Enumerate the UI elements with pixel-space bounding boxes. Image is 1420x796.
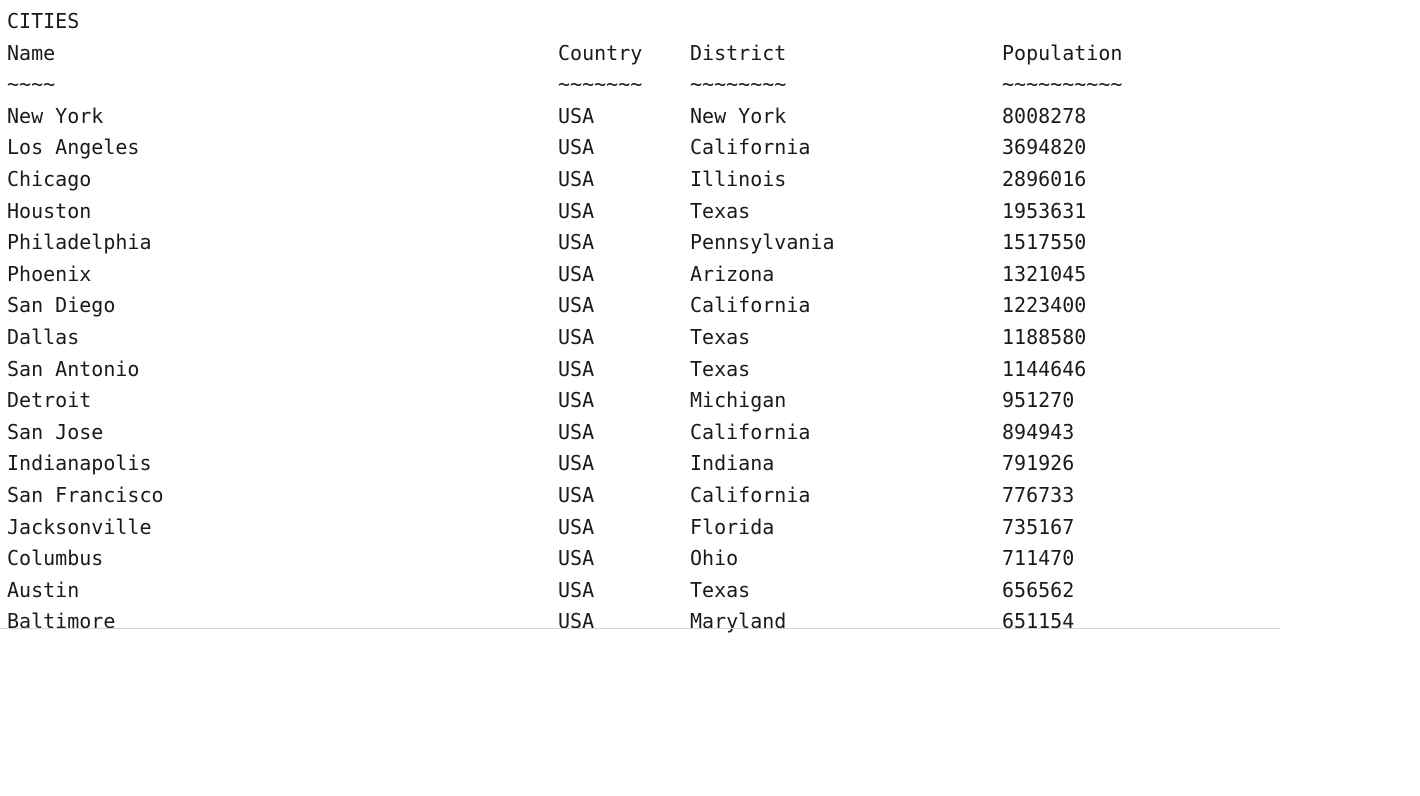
table-row: New York USA New York 8008278 [7,101,1307,133]
city-population: 791926 [1002,451,1075,476]
city-country: USA [558,419,595,444]
city-district: New York [690,103,787,128]
city-district: Indiana [690,451,775,476]
city-name: Jacksonville [7,514,152,539]
city-district: Illinois [690,166,787,191]
city-name: Philadelphia [7,230,152,255]
table-row: Baltimore USA Maryland 651154 [7,606,1307,638]
city-population: 1517550 [1002,230,1087,255]
report-title-line: CITIES [7,6,1307,38]
city-population: 711470 [1002,546,1075,571]
city-name: San Jose [7,419,104,444]
city-district: Texas [690,356,751,381]
underline-name: ~~~~ [7,72,56,97]
table-row: Detroit USA Michigan 951270 [7,385,1307,417]
city-name: Columbus [7,546,104,571]
city-district: Florida [690,514,775,539]
city-population: 1953631 [1002,198,1087,223]
city-district: Ohio [690,546,739,571]
city-name: Indianapolis [7,451,152,476]
city-country: USA [558,261,595,286]
table-row: San Diego USA California 1223400 [7,290,1307,322]
city-district: California [690,419,811,444]
city-name: Phoenix [7,261,92,286]
header-district: District [690,40,787,65]
city-name: Austin [7,577,80,602]
city-name: Houston [7,198,92,223]
city-country: USA [558,324,595,349]
city-district: Texas [690,198,751,223]
city-population: 1188580 [1002,324,1087,349]
header-name: Name [7,40,56,65]
header-population: Population [1002,40,1123,65]
city-population: 651154 [1002,609,1075,634]
city-country: USA [558,198,595,223]
table-row: Phoenix USA Arizona 1321045 [7,259,1307,291]
table-row: Indianapolis USA Indiana 791926 [7,448,1307,480]
header-country: Country [558,40,643,65]
city-district: Michigan [690,388,787,413]
city-country: USA [558,293,595,318]
city-district: California [690,135,811,160]
city-population: 8008278 [1002,103,1087,128]
city-name: San Antonio [7,356,140,381]
city-population: 776733 [1002,482,1075,507]
city-name: Dallas [7,324,80,349]
city-population: 1223400 [1002,293,1087,318]
table-row: Chicago USA Illinois 2896016 [7,164,1307,196]
city-country: USA [558,514,595,539]
city-country: USA [558,451,595,476]
city-name: Baltimore [7,609,116,634]
city-district: Pennsylvania [690,230,835,255]
city-name: Los Angeles [7,135,140,160]
report-title: CITIES [7,9,80,33]
header-underline-row: ~~~~ ~~~~~~~ ~~~~~~~~ ~~~~~~~~~~ [7,69,1307,101]
underline-population: ~~~~~~~~~~ [1002,72,1123,97]
city-name: San Francisco [7,482,164,507]
table-row: Houston USA Texas 1953631 [7,196,1307,228]
city-district: California [690,482,811,507]
city-population: 2896016 [1002,166,1087,191]
table-row: Philadelphia USA Pennsylvania 1517550 [7,227,1307,259]
underline-country: ~~~~~~~ [558,72,643,97]
header-row: Name Country District Population [7,38,1307,70]
table-row: Los Angeles USA California 3694820 [7,132,1307,164]
city-population: 735167 [1002,514,1075,539]
city-country: USA [558,609,595,634]
city-country: USA [558,135,595,160]
bottom-divider [0,628,1280,629]
table-row: Austin USA Texas 656562 [7,575,1307,607]
city-country: USA [558,166,595,191]
city-name: Chicago [7,166,92,191]
city-population: 894943 [1002,419,1075,444]
city-district: Texas [690,324,751,349]
city-country: USA [558,577,595,602]
city-country: USA [558,482,595,507]
table-row: Jacksonville USA Florida 735167 [7,512,1307,544]
table-row: San Francisco USA California 776733 [7,480,1307,512]
city-district: Arizona [690,261,775,286]
city-district: California [690,293,811,318]
city-country: USA [558,546,595,571]
city-name: New York [7,103,104,128]
table-row: Columbus USA Ohio 711470 [7,543,1307,575]
city-country: USA [558,230,595,255]
city-population: 3694820 [1002,135,1087,160]
city-district: Maryland [690,609,787,634]
underline-district: ~~~~~~~~ [690,72,787,97]
city-country: USA [558,103,595,128]
city-country: USA [558,356,595,381]
city-population: 951270 [1002,388,1075,413]
table-row: Dallas USA Texas 1188580 [7,322,1307,354]
city-country: USA [558,388,595,413]
city-name: San Diego [7,293,116,318]
table-row: San Antonio USA Texas 1144646 [7,354,1307,386]
console-output: CITIES Name Country District Population … [7,6,1307,638]
city-population: 1321045 [1002,261,1087,286]
table-row: San Jose USA California 894943 [7,417,1307,449]
city-population: 656562 [1002,577,1075,602]
city-name: Detroit [7,388,92,413]
city-district: Texas [690,577,751,602]
city-population: 1144646 [1002,356,1087,381]
